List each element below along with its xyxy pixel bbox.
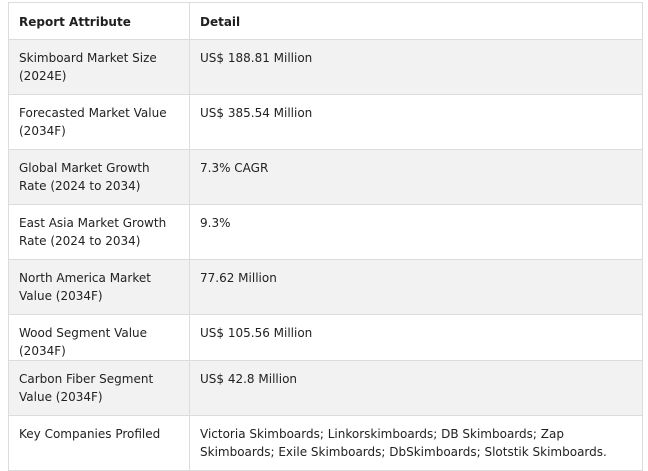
attribute-cell: Global Market Growth Rate (2024 to 2034) [8, 149, 190, 205]
table-row: Key Companies Profiled Victoria Skimboar… [8, 415, 643, 471]
detail-cell: 77.62 Million [189, 259, 643, 315]
table-row: Wood Segment Value (2034F) US$ 105.56 Mi… [8, 314, 643, 361]
attribute-cell: Key Companies Profiled [8, 415, 190, 471]
table-row: North America Market Value (2034F) 77.62… [8, 259, 643, 315]
table-header-row: Report Attribute Detail [8, 2, 643, 40]
attribute-cell: Wood Segment Value (2034F) [8, 314, 190, 361]
attribute-cell: Skimboard Market Size (2024E) [8, 39, 190, 95]
attribute-cell: Forecasted Market Value (2034F) [8, 94, 190, 150]
table-row: Skimboard Market Size (2024E) US$ 188.81… [8, 39, 643, 95]
header-detail: Detail [189, 2, 643, 40]
table-row: Carbon Fiber Segment Value (2034F) US$ 4… [8, 360, 643, 416]
detail-cell: Victoria Skimboards; Linkorskimboards; D… [189, 415, 643, 471]
detail-cell: US$ 385.54 Million [189, 94, 643, 150]
report-table-container: Report Attribute Detail Skimboard Market… [8, 2, 643, 471]
detail-cell: 9.3% [189, 204, 643, 260]
table-row: East Asia Market Growth Rate (2024 to 20… [8, 204, 643, 260]
attribute-cell: East Asia Market Growth Rate (2024 to 20… [8, 204, 190, 260]
detail-cell: US$ 105.56 Million [189, 314, 643, 361]
header-report-attribute: Report Attribute [8, 2, 190, 40]
detail-cell: US$ 188.81 Million [189, 39, 643, 95]
table-row: Global Market Growth Rate (2024 to 2034)… [8, 149, 643, 205]
attribute-cell: Carbon Fiber Segment Value (2034F) [8, 360, 190, 416]
attribute-cell: North America Market Value (2034F) [8, 259, 190, 315]
table-row: Forecasted Market Value (2034F) US$ 385.… [8, 94, 643, 150]
detail-cell: 7.3% CAGR [189, 149, 643, 205]
detail-cell: US$ 42.8 Million [189, 360, 643, 416]
report-attributes-table: Report Attribute Detail Skimboard Market… [8, 2, 643, 471]
